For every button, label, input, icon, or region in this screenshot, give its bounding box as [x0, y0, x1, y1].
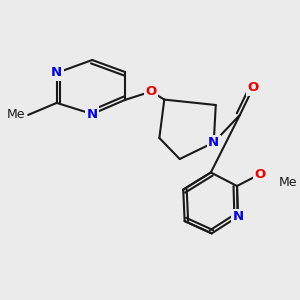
Text: N: N	[51, 66, 62, 80]
Text: N: N	[87, 107, 98, 121]
Text: Me: Me	[279, 176, 298, 189]
Text: N: N	[232, 210, 243, 223]
Text: Me: Me	[7, 108, 25, 122]
Text: O: O	[146, 85, 157, 98]
Text: O: O	[248, 81, 259, 94]
Text: N: N	[208, 136, 219, 149]
Text: O: O	[255, 167, 266, 181]
